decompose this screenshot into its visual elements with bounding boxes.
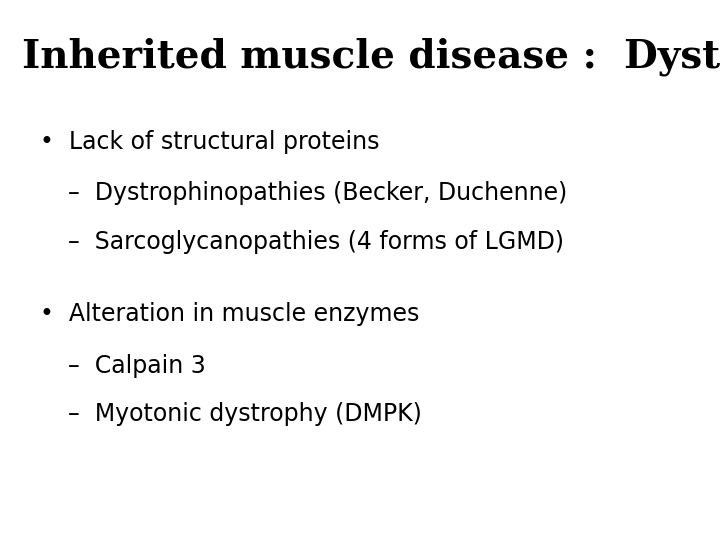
Text: –  Sarcoglycanopathies (4 forms of LGMD): – Sarcoglycanopathies (4 forms of LGMD)	[68, 230, 564, 253]
Text: •  Lack of structural proteins: • Lack of structural proteins	[40, 130, 379, 153]
Text: •  Alteration in muscle enzymes: • Alteration in muscle enzymes	[40, 302, 419, 326]
Text: –  Myotonic dystrophy (DMPK): – Myotonic dystrophy (DMPK)	[68, 402, 422, 426]
Text: –  Calpain 3: – Calpain 3	[68, 354, 206, 377]
Text: Inherited muscle disease :  Dystrophy: Inherited muscle disease : Dystrophy	[22, 38, 720, 76]
Text: –  Dystrophinopathies (Becker, Duchenne): – Dystrophinopathies (Becker, Duchenne)	[68, 181, 567, 205]
